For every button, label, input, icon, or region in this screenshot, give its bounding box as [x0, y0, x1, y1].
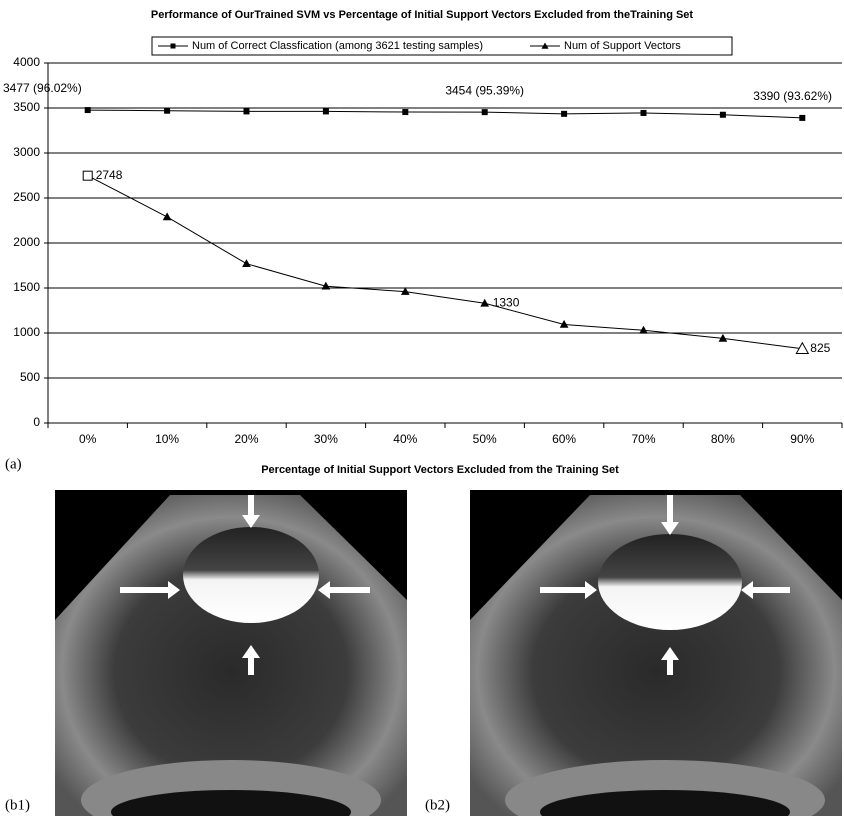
y-tick-label: 4000: [13, 55, 40, 69]
data-point: [165, 108, 170, 113]
x-tick-label: 10%: [155, 432, 179, 446]
y-tick-label: 3500: [13, 100, 40, 114]
data-point: [323, 109, 328, 114]
x-tick-label: 20%: [234, 432, 258, 446]
data-label: 3454 (95.39%): [445, 83, 524, 97]
ultrasound-image: [55, 490, 407, 816]
x-tick-label: 60%: [552, 432, 576, 446]
ultrasound-image: [470, 490, 842, 816]
data-label: 2748: [96, 168, 123, 182]
page: Performance of OurTrained SVM vs Percent…: [0, 0, 844, 816]
x-tick-label: 80%: [711, 432, 735, 446]
data-point: [720, 112, 725, 117]
data-label: 825: [810, 341, 830, 355]
x-tick-label: 0%: [79, 432, 97, 446]
data-point: [800, 115, 805, 120]
data-point: [164, 213, 171, 219]
panel-label: (b1): [5, 797, 30, 813]
series-line: [88, 176, 803, 349]
data-point: [641, 110, 646, 115]
x-tick-label: 70%: [631, 432, 655, 446]
panel-label: (a): [5, 456, 22, 472]
y-tick-label: 3000: [13, 145, 40, 159]
data-label: 1330: [493, 295, 520, 309]
data-point: [562, 111, 567, 116]
y-tick-label: 500: [20, 370, 40, 384]
x-axis-title: Percentage of Initial Support Vectors Ex…: [261, 464, 619, 476]
data-point: [403, 110, 408, 115]
data-point: [83, 171, 92, 180]
legend-label: Num of Support Vectors: [564, 40, 681, 52]
x-tick-label: 50%: [473, 432, 497, 446]
y-tick-label: 0: [33, 415, 40, 429]
x-tick-label: 90%: [790, 432, 814, 446]
y-tick-label: 1500: [13, 280, 40, 294]
data-point: [243, 260, 250, 266]
y-tick-label: 2500: [13, 190, 40, 204]
legend-label: Num of Correct Classfication (among 3621…: [192, 40, 483, 52]
panel-label: (b2): [425, 797, 450, 813]
y-tick-label: 1000: [13, 325, 40, 339]
data-point: [482, 110, 487, 115]
data-label: 3477 (96.02%): [3, 81, 82, 95]
data-label: 3390 (93.62%): [753, 89, 832, 103]
series-line: [88, 110, 803, 118]
data-point: [85, 108, 90, 113]
y-tick-label: 2000: [13, 235, 40, 249]
data-point: [244, 109, 249, 114]
chart-title: Performance of OurTrained SVM vs Percent…: [151, 9, 694, 21]
figure: Performance of OurTrained SVM vs Percent…: [0, 0, 844, 816]
legend-marker: [171, 44, 176, 49]
x-tick-label: 40%: [393, 432, 417, 446]
x-tick-label: 30%: [314, 432, 338, 446]
